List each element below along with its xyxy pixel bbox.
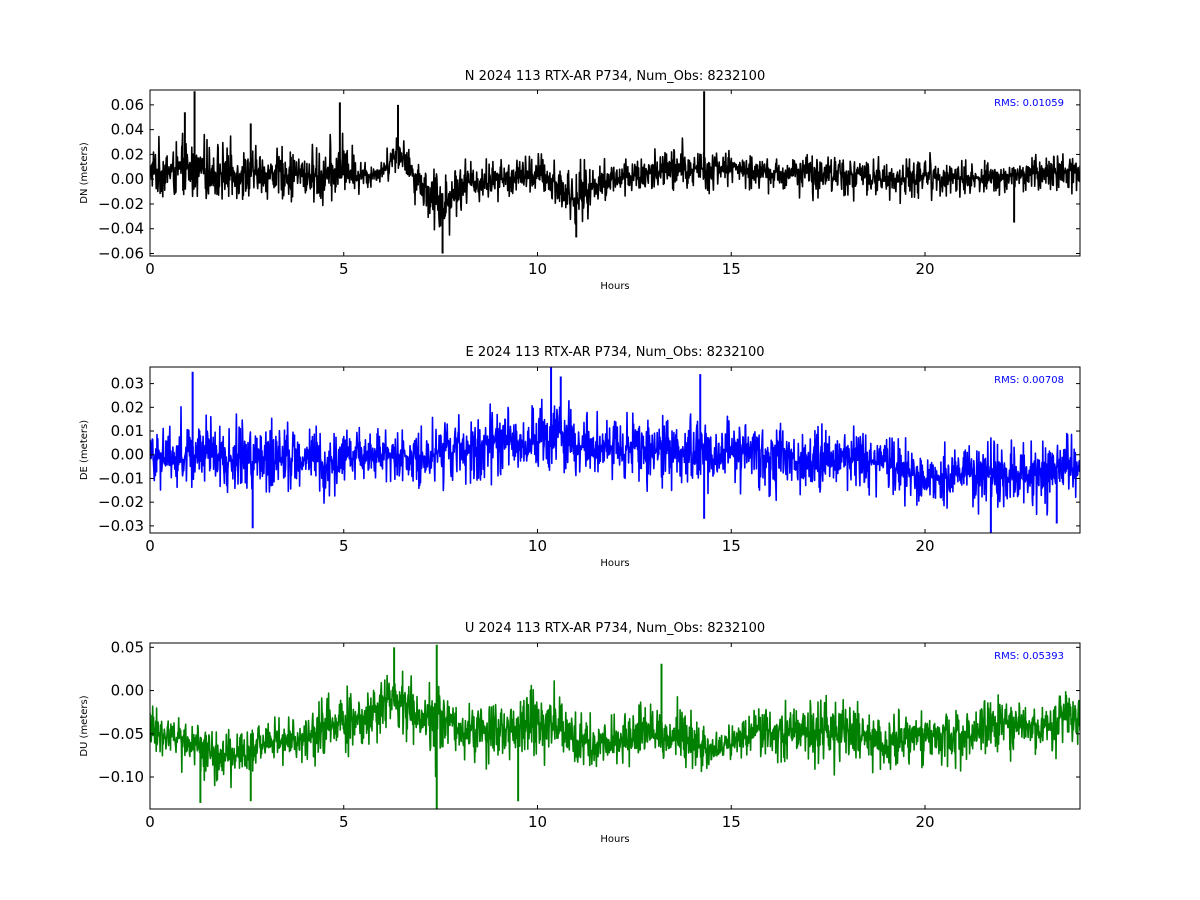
east-y-axis: −0.03 −0.02 −0.01 0.00 0.01 0.02 0.03 xyxy=(98,375,1080,535)
up-rms-annotation: RMS: 0.05393 xyxy=(994,651,1064,662)
up-y-label: DU (meters) xyxy=(79,695,90,756)
up-axes-frame xyxy=(149,642,1081,810)
north-ytick-label: 0.06 xyxy=(111,96,144,114)
north-y-label: DN (meters) xyxy=(79,142,90,204)
up-xtick-label: 15 xyxy=(722,813,741,831)
east-xtick-label: 5 xyxy=(339,537,349,555)
up-ytick-label: 0.05 xyxy=(111,638,144,656)
up-ytick-label: 0.00 xyxy=(111,682,144,700)
north-axes-frame xyxy=(149,89,1081,257)
up-trace xyxy=(150,670,1080,789)
east-xtick-label: 20 xyxy=(915,537,934,555)
east-x-label: Hours xyxy=(600,558,629,569)
north-series xyxy=(150,91,1080,254)
east-series xyxy=(150,367,1080,533)
up-ytick-label: −0.05 xyxy=(98,725,144,743)
north-xtick-label: 10 xyxy=(528,260,547,278)
east-xtick-label: 10 xyxy=(528,537,547,555)
north-xtick-label: 20 xyxy=(915,260,934,278)
north-x-label: Hours xyxy=(600,281,629,292)
east-trace xyxy=(150,398,1080,516)
east-axes-frame xyxy=(149,366,1081,534)
up-ytick-label: −0.10 xyxy=(98,768,144,786)
east-ytick-label: 0.03 xyxy=(111,375,144,393)
up-x-axis: 0 5 10 15 20 xyxy=(145,643,935,831)
up-series xyxy=(150,644,1080,809)
east-ytick-label: −0.02 xyxy=(98,493,144,511)
up-x-label: Hours xyxy=(600,834,629,845)
north-panel: N 2024 113 RTX-AR P734, Num_Obs: 8232100… xyxy=(79,69,1081,292)
east-xtick-label: 0 xyxy=(145,537,155,555)
east-title: E 2024 113 RTX-AR P734, Num_Obs: 8232100 xyxy=(466,345,765,360)
east-ytick-label: 0.02 xyxy=(111,398,144,416)
north-x-axis: 0 5 10 15 20 xyxy=(145,90,935,278)
east-panel: E 2024 113 RTX-AR P734, Num_Obs: 8232100… xyxy=(79,345,1081,569)
north-ytick-label: 0.02 xyxy=(111,145,144,163)
up-xtick-label: 5 xyxy=(339,813,349,831)
north-ytick-label: −0.04 xyxy=(98,220,144,238)
east-rms-annotation: RMS: 0.00708 xyxy=(994,375,1064,386)
east-ytick-label: 0.00 xyxy=(111,446,144,464)
north-ytick-label: −0.02 xyxy=(98,195,144,213)
east-ytick-label: 0.01 xyxy=(111,422,144,440)
north-ytick-label: 0.00 xyxy=(111,170,144,188)
east-x-axis: 0 5 10 15 20 xyxy=(145,367,935,555)
north-trace xyxy=(150,132,1080,236)
north-ytick-label: 0.04 xyxy=(111,121,144,139)
north-y-axis: −0.06 −0.04 −0.02 0.00 0.02 0.04 0.06 xyxy=(98,96,1080,263)
up-title: U 2024 113 RTX-AR P734, Num_Obs: 8232100 xyxy=(465,621,765,636)
up-xtick-label: 10 xyxy=(528,813,547,831)
up-y-axis: −0.10 −0.05 0.00 0.05 xyxy=(98,638,1080,786)
north-title: N 2024 113 RTX-AR P734, Num_Obs: 8232100 xyxy=(465,69,765,84)
up-xtick-label: 0 xyxy=(145,813,155,831)
up-xtick-label: 20 xyxy=(915,813,934,831)
up-panel: U 2024 113 RTX-AR P734, Num_Obs: 8232100… xyxy=(79,621,1081,845)
east-y-label: DE (meters) xyxy=(79,420,90,480)
east-ytick-label: −0.03 xyxy=(98,517,144,535)
north-xtick-label: 0 xyxy=(145,260,155,278)
north-rms-annotation: RMS: 0.01059 xyxy=(994,98,1064,109)
east-ytick-label: −0.01 xyxy=(98,469,144,487)
north-xtick-label: 5 xyxy=(339,260,349,278)
north-xtick-label: 15 xyxy=(722,260,741,278)
north-ytick-label: −0.06 xyxy=(98,245,144,263)
east-xtick-label: 15 xyxy=(722,537,741,555)
